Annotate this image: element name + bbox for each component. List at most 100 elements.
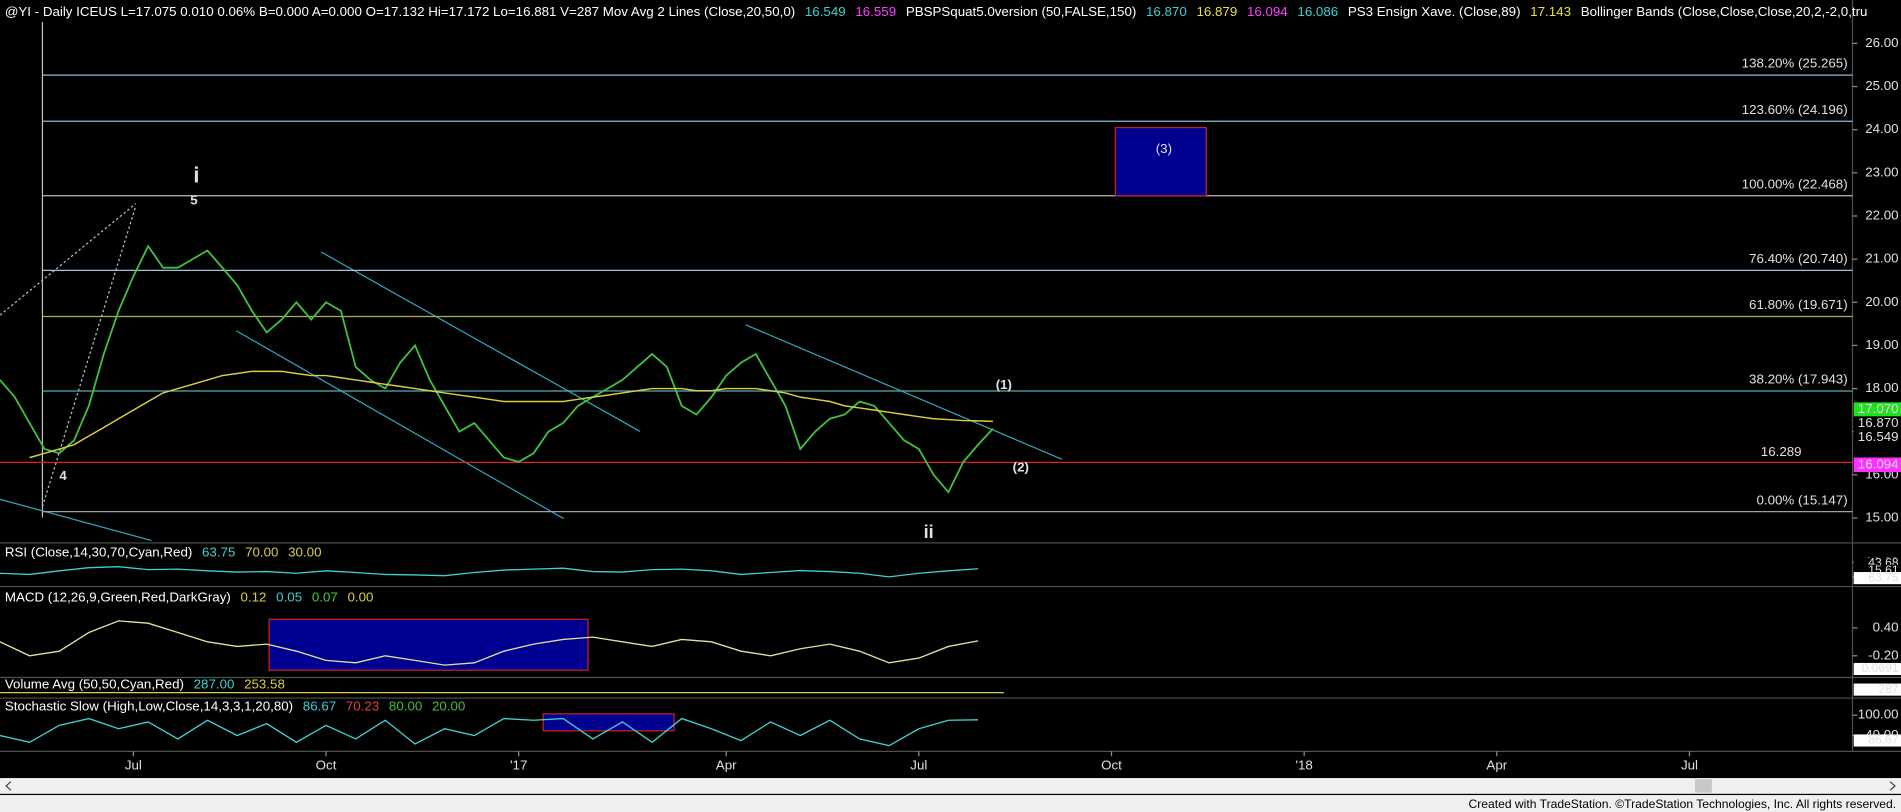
scroll-right[interactable] (1889, 781, 1896, 791)
header-item: 86.67 (303, 698, 336, 713)
y-tick-label: 18.00 (1865, 380, 1898, 395)
channel-line (745, 324, 1063, 460)
header-item: 20.00 (432, 698, 465, 713)
scrollbar[interactable] (0, 778, 1901, 794)
header-item: @YI - Daily ICEUS L=17.075 0.010 0.06% B… (5, 4, 795, 19)
panel-header: Stochastic Slow (High,Low,Close,14,3,3,1… (5, 698, 466, 713)
x-tick-label: Apr (1486, 757, 1507, 772)
wave-label: ii (924, 522, 934, 542)
header-item: RSI (Close,14,30,70,Cyan,Red) (5, 544, 192, 559)
price-tag-bg (1853, 416, 1901, 431)
wave-label: 4 (59, 468, 67, 483)
x-tick-label: Jul (910, 757, 927, 772)
price-tag-bg (1853, 430, 1901, 445)
y-tick-label: 100.00 (1858, 707, 1899, 722)
x-tick-label: Jul (125, 757, 142, 772)
header-item: PBSPSquat5.0version (50,FALSE,150) (906, 4, 1136, 19)
price-tag-bg (1853, 402, 1901, 417)
header-item: 63.75 (202, 544, 235, 559)
indicator-line (0, 620, 979, 666)
header-item: Volume Avg (50,50,Cyan,Red) (5, 676, 184, 691)
tag-bg (1853, 662, 1901, 676)
footer: Created with TradeStation. ©TradeStation… (1468, 797, 1896, 811)
price-tag: 16.549 (1858, 429, 1899, 444)
fib-label: 0.00% (15.147) (1756, 492, 1847, 507)
header-item: 70.23 (346, 698, 379, 713)
status-bar (0, 795, 1901, 812)
header-item: PS3 Ensign Xave. (Close,89) (1348, 4, 1521, 19)
wave-label: i (193, 163, 199, 188)
tag-bg (1853, 572, 1901, 585)
indicator-tag: 86.67 (1868, 733, 1899, 747)
header-item: 70.00 (245, 544, 278, 559)
y-tick-label: 21.00 (1865, 251, 1898, 266)
y-tick-label: 20.00 (1865, 294, 1898, 309)
header-item: 287.00 (194, 676, 235, 691)
tag-bg (1853, 683, 1901, 696)
panel-separators (0, 0, 1901, 753)
dotted-line (0, 203, 137, 316)
y-tick-label: 15.00 (1865, 510, 1898, 525)
header-item: 16.086 (1297, 4, 1338, 19)
header-item: 253.58 (244, 676, 285, 691)
indicator-tag: 287 (1878, 682, 1898, 696)
fib-label: 76.40% (20.740) (1749, 251, 1848, 266)
header-item: 17.143 (1530, 4, 1571, 19)
indicator-tag: 63.75 (1868, 570, 1899, 584)
panel-header: RSI (Close,14,30,70,Cyan,Red) 63.75 70.00 3… (5, 544, 322, 559)
y-tick-label: 26.00 (1865, 35, 1898, 50)
y-tick-label: 19.00 (1865, 337, 1898, 352)
indicator-tag: 0.0691 (1862, 661, 1899, 675)
header-item: 0.05 (276, 589, 302, 604)
tag-bg (1853, 734, 1901, 747)
price-tag: 16.094 (1858, 456, 1899, 471)
drawing-tools (0, 21, 1063, 542)
price-line (29, 370, 993, 459)
y-tick-label: 25.00 (1865, 78, 1898, 93)
scrollbar-thumb[interactable] (1694, 779, 1712, 793)
channel-line (236, 330, 565, 520)
header-item: 0.07 (312, 589, 338, 604)
fib-label: 138.20% (25.265) (1742, 56, 1848, 71)
panel-header: MACD (12,26,9,Green,Red,DarkGray) 0.12 0.0… (5, 589, 374, 604)
fib-label: 61.80% (19.671) (1749, 297, 1848, 312)
header-item: 16.870 (1146, 4, 1187, 19)
stoch-highlight (542, 713, 675, 732)
trendline (0, 498, 152, 542)
header-item: 16.879 (1196, 4, 1237, 19)
target-box-label: (3) (1156, 141, 1172, 156)
x-tick-label: '17 (510, 757, 527, 772)
indicator-line (0, 566, 979, 578)
header-item: 0.00 (347, 589, 373, 604)
price-line (0, 244, 994, 494)
target-box (1114, 126, 1207, 197)
dotted-line (41, 205, 137, 507)
panel-header: @YI - Daily ICEUS L=17.075 0.010 0.06% B… (5, 4, 1868, 19)
header-item: 30.00 (288, 544, 321, 559)
support-label: 16.289 (1761, 444, 1802, 459)
y-tick-label: 22.00 (1865, 207, 1898, 222)
header-item: 16.559 (855, 4, 896, 19)
price-tag: 16.870 (1858, 415, 1899, 430)
x-tick-label: Apr (716, 757, 737, 772)
header-item: MACD (12,26,9,Green,Red,DarkGray) (5, 589, 231, 604)
scrollbar-track[interactable] (0, 778, 1901, 794)
y-tick-label: 24.00 (1865, 121, 1898, 136)
fib-label: 38.20% (17.943) (1749, 372, 1848, 387)
scroll-left[interactable] (5, 781, 12, 791)
header-item: Bollinger Bands (Close,Close,Close,20,2,… (1581, 4, 1868, 19)
macd-highlight (268, 618, 589, 671)
fib-label: 123.60% (24.196) (1742, 102, 1848, 117)
x-tick-label: Oct (316, 757, 337, 772)
x-tick-label: '18 (1295, 757, 1312, 772)
price-tag: 17.070 (1858, 401, 1899, 416)
indicator-line (0, 717, 979, 747)
price-tag-bg (1853, 457, 1901, 473)
header-item: 16.094 (1247, 4, 1288, 19)
wave-label: 5 (190, 193, 198, 208)
fib-label: 100.00% (22.468) (1742, 176, 1848, 191)
x-tick-label: Oct (1101, 757, 1122, 772)
